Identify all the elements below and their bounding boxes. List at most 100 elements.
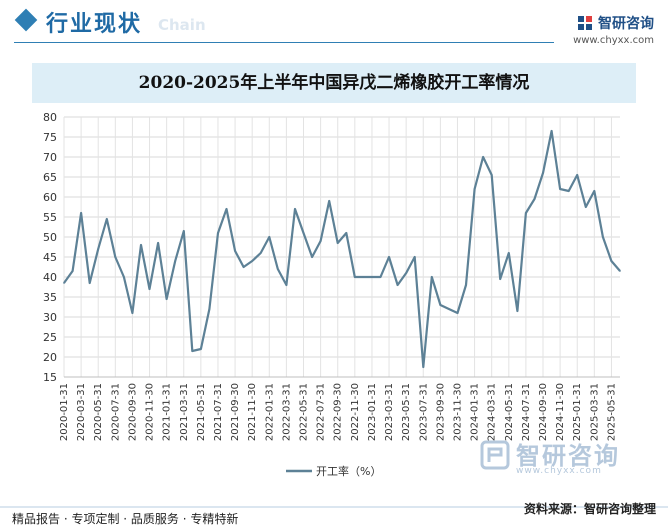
brand-logo-icon [577, 15, 592, 30]
data-point [567, 190, 570, 192]
data-point [499, 278, 502, 280]
brand-url: www.chyxx.com [573, 34, 654, 46]
x-tick-label: 2024-01-31 [470, 383, 481, 441]
data-point [336, 242, 339, 244]
data-point [105, 218, 108, 220]
watermark-text: 智研咨询 [516, 442, 620, 470]
y-tick-label: 15 [43, 371, 57, 384]
x-tick-label: 2022-05-31 [299, 383, 310, 441]
data-point [251, 260, 253, 262]
data-point [277, 268, 279, 270]
section-title: 行业现状 [46, 12, 143, 37]
x-tick-label: 2023-09-30 [435, 383, 446, 441]
data-point [354, 276, 356, 278]
data-point [131, 312, 134, 314]
data-point [285, 284, 288, 286]
data-point [97, 248, 100, 250]
line-chart: 15 20 25 30 35 40 45 50 55 60 65 70 75 80 2020-01-31 20… [43, 111, 621, 478]
x-tick-label: 2024-07-31 [521, 383, 532, 441]
data-point [413, 256, 416, 258]
data-point [200, 348, 202, 350]
data-point [114, 256, 117, 258]
data-point [388, 256, 390, 258]
data-point [610, 260, 613, 262]
data-point [576, 174, 579, 176]
data-point [208, 308, 211, 310]
data-point [456, 312, 459, 314]
x-tick-label: 2024-03-31 [487, 383, 498, 441]
source-note: 资料来源：智研咨询整理 [523, 502, 656, 516]
data-point [602, 236, 604, 238]
data-point [525, 212, 527, 214]
data-point [259, 252, 262, 254]
data-point [490, 174, 493, 176]
brand-name: 智研咨询 [598, 15, 654, 32]
y-tick-label: 70 [43, 151, 57, 164]
watermark-icon [480, 440, 510, 470]
x-tick-label: 2020-01-31 [59, 383, 70, 441]
data-point [294, 208, 296, 210]
x-tick-label: 2021-03-31 [179, 383, 190, 441]
x-tick-label: 2023-05-31 [401, 383, 412, 441]
x-tick-label: 2022-03-31 [281, 383, 292, 441]
x-tick-label: 2020-05-31 [93, 383, 104, 441]
x-tick-label: 2020-09-30 [127, 383, 138, 441]
x-tick-label: 2023-11-30 [452, 383, 463, 441]
data-point [165, 298, 168, 300]
x-tick-label: 2020-03-31 [76, 383, 87, 441]
x-tick-label: 2021-05-31 [196, 383, 207, 441]
x-tick-label: 2021-07-31 [213, 383, 224, 441]
y-tick-label: 45 [43, 251, 57, 264]
ghost-text: Chain [158, 16, 206, 34]
header-divider [14, 42, 554, 43]
x-tick-label: 2020-07-31 [110, 383, 121, 441]
header: 行业现状 Chain 智研咨询 www.chyxx.com [0, 0, 668, 48]
data-point [174, 260, 176, 262]
brand: 智研咨询 www.chyxx.com [573, 12, 654, 46]
data-point [619, 270, 621, 272]
y-tick-label: 40 [43, 271, 57, 284]
x-tick-label: 2023-01-31 [367, 383, 378, 441]
data-point [191, 350, 194, 352]
x-tick-label: 2023-07-31 [418, 383, 429, 441]
data-point [123, 276, 125, 278]
y-tick-label: 20 [43, 351, 57, 364]
data-point [559, 188, 561, 190]
series-line-kaigonglv [63, 129, 621, 369]
data-point [482, 156, 484, 158]
data-point [379, 276, 382, 278]
data-point [140, 244, 142, 246]
data-point [148, 288, 151, 290]
data-point [584, 206, 587, 208]
data-point [319, 240, 322, 242]
data-point [508, 252, 510, 254]
chart-title-band: 2020-2025年上半年中国异戊二烯橡胶开工率情况 [32, 63, 636, 103]
data-point [362, 276, 365, 278]
data-point [328, 200, 330, 202]
data-point [268, 236, 271, 238]
x-tick-label: 2021-09-30 [230, 383, 241, 441]
data-point [63, 282, 65, 284]
watermark-url: www.chyxx.com [516, 466, 602, 476]
y-tick-label: 55 [43, 211, 57, 224]
y-tick-label: 65 [43, 171, 57, 184]
x-tick-label: 2021-01-31 [162, 383, 173, 441]
data-point [516, 310, 519, 312]
data-point [431, 276, 433, 278]
y-tick-label: 50 [43, 231, 57, 244]
x-tick-label: 2020-11-30 [145, 383, 156, 441]
data-point [593, 190, 596, 192]
data-point [234, 250, 236, 252]
watermark-logo: 智研咨询 www.chyxx.com [480, 436, 650, 476]
x-tick-label: 2022-07-31 [316, 383, 327, 441]
y-tick-label: 35 [43, 291, 57, 304]
data-point [550, 130, 553, 132]
y-tick-label: 25 [43, 331, 57, 344]
y-tick-label: 30 [43, 311, 57, 324]
data-point [88, 282, 91, 284]
data-point [533, 198, 536, 200]
x-tick-label: 2024-11-30 [555, 383, 566, 441]
data-point [225, 208, 228, 210]
x-tick-label: 2025-03-31 [589, 383, 600, 441]
data-point [542, 172, 544, 174]
